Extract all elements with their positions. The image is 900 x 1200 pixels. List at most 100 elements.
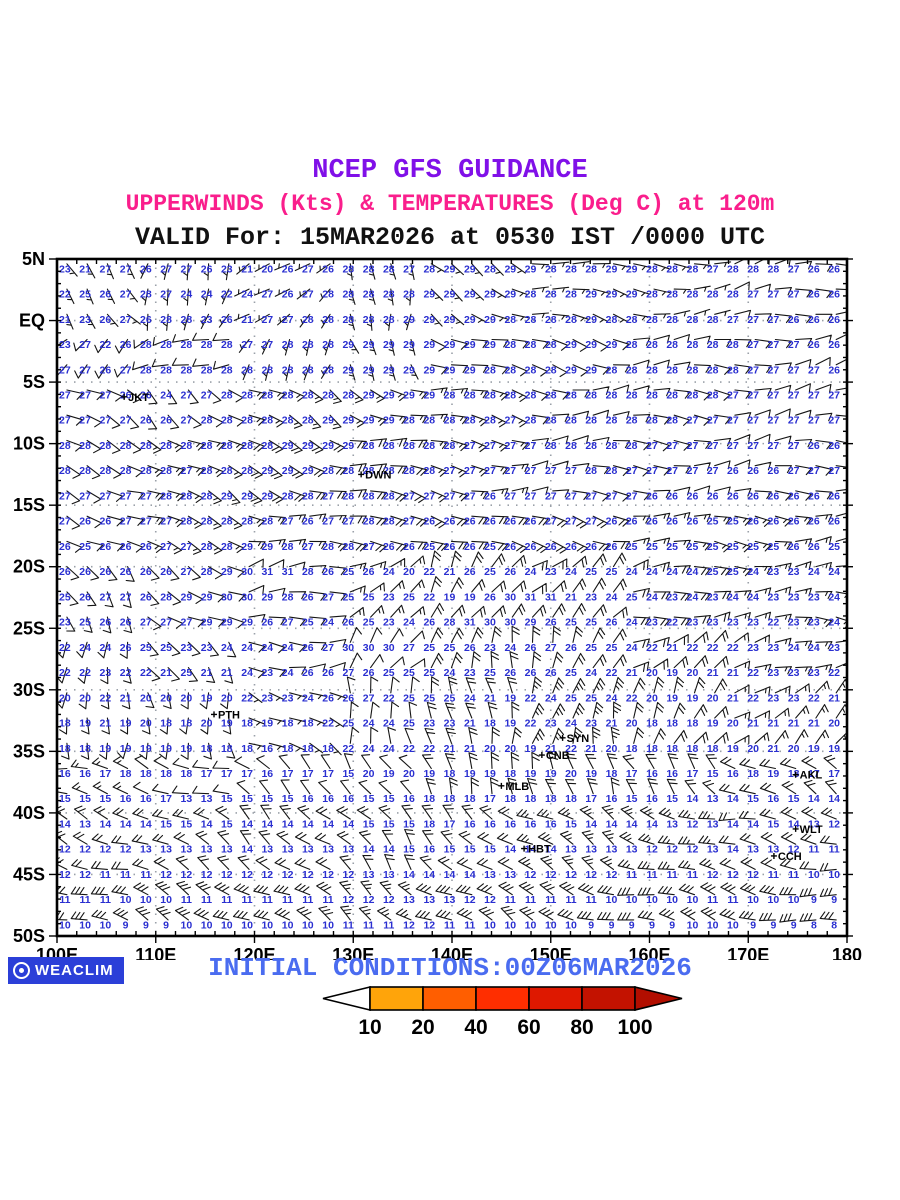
svg-text:31: 31 <box>261 566 273 578</box>
svg-text:28: 28 <box>363 465 375 477</box>
svg-text:11: 11 <box>383 919 394 931</box>
svg-text:180: 180 <box>832 945 862 960</box>
svg-text:27: 27 <box>808 364 820 376</box>
svg-text:28: 28 <box>241 415 253 427</box>
svg-text:11: 11 <box>788 869 799 881</box>
svg-text:24: 24 <box>565 566 577 578</box>
svg-text:28: 28 <box>423 440 435 452</box>
svg-text:12: 12 <box>342 869 354 881</box>
svg-text:24: 24 <box>302 692 314 704</box>
svg-text:10: 10 <box>666 894 678 906</box>
svg-text:28: 28 <box>403 440 415 452</box>
svg-text:21: 21 <box>768 743 780 755</box>
svg-text:28: 28 <box>160 490 172 502</box>
svg-text:13: 13 <box>302 844 314 856</box>
svg-text:27: 27 <box>120 490 132 502</box>
svg-text:170E: 170E <box>727 945 769 960</box>
svg-text:PTH: PTH <box>218 709 240 721</box>
svg-text:27: 27 <box>504 465 516 477</box>
svg-text:16: 16 <box>504 819 516 831</box>
svg-text:19: 19 <box>666 692 678 704</box>
svg-text:26: 26 <box>140 415 152 427</box>
svg-text:28: 28 <box>545 339 557 351</box>
svg-text:13: 13 <box>707 844 719 856</box>
svg-text:22: 22 <box>221 289 233 301</box>
svg-text:30: 30 <box>504 617 516 629</box>
svg-text:20: 20 <box>606 743 618 755</box>
svg-text:26: 26 <box>79 591 91 603</box>
svg-text:25: 25 <box>585 617 597 629</box>
svg-text:26: 26 <box>808 289 820 301</box>
svg-text:27: 27 <box>181 263 193 275</box>
svg-text:11: 11 <box>242 894 253 906</box>
svg-text:10: 10 <box>545 919 557 931</box>
svg-text:22: 22 <box>646 642 658 654</box>
svg-text:23: 23 <box>383 591 395 603</box>
svg-text:40S: 40S <box>13 803 45 823</box>
svg-text:24: 24 <box>201 289 213 301</box>
svg-text:18: 18 <box>545 793 557 805</box>
svg-text:26: 26 <box>828 440 840 452</box>
svg-text:21: 21 <box>768 718 780 730</box>
svg-text:28: 28 <box>201 566 213 578</box>
svg-text:24: 24 <box>241 289 253 301</box>
svg-text:28: 28 <box>160 364 172 376</box>
svg-text:22: 22 <box>423 743 435 755</box>
svg-text:26: 26 <box>788 516 800 528</box>
svg-text:21: 21 <box>444 566 456 578</box>
svg-text:26: 26 <box>100 364 112 376</box>
svg-text:14: 14 <box>120 819 132 831</box>
svg-text:27: 27 <box>59 415 71 427</box>
svg-text:16: 16 <box>545 819 557 831</box>
svg-text:22: 22 <box>423 591 435 603</box>
svg-text:25: 25 <box>342 718 354 730</box>
svg-text:20: 20 <box>747 743 759 755</box>
svg-text:28: 28 <box>79 440 91 452</box>
svg-text:19: 19 <box>727 743 739 755</box>
svg-text:23: 23 <box>201 314 213 326</box>
svg-text:25: 25 <box>79 289 91 301</box>
svg-text:20: 20 <box>403 566 415 578</box>
svg-text:21: 21 <box>464 743 476 755</box>
svg-text:27: 27 <box>646 440 658 452</box>
svg-text:14: 14 <box>342 819 354 831</box>
svg-text:10: 10 <box>565 919 577 931</box>
svg-text:24: 24 <box>261 642 273 654</box>
svg-text:27: 27 <box>788 390 800 402</box>
svg-text:28: 28 <box>342 490 354 502</box>
svg-text:13: 13 <box>606 844 618 856</box>
svg-text:29: 29 <box>626 263 638 275</box>
svg-text:27: 27 <box>79 364 91 376</box>
svg-text:16: 16 <box>59 768 71 780</box>
svg-text:23: 23 <box>727 617 739 629</box>
svg-text:16: 16 <box>423 844 435 856</box>
svg-text:11: 11 <box>343 919 354 931</box>
svg-text:18: 18 <box>201 743 213 755</box>
svg-text:27: 27 <box>504 415 516 427</box>
svg-text:27: 27 <box>201 390 213 402</box>
svg-text:14: 14 <box>383 844 395 856</box>
svg-text:28: 28 <box>687 339 699 351</box>
svg-text:10: 10 <box>828 869 840 881</box>
svg-text:28: 28 <box>565 263 577 275</box>
svg-text:11: 11 <box>808 844 819 856</box>
svg-text:28: 28 <box>282 490 294 502</box>
svg-text:29: 29 <box>525 617 537 629</box>
svg-text:12: 12 <box>59 844 71 856</box>
svg-text:10: 10 <box>100 919 112 931</box>
svg-text:27: 27 <box>322 642 334 654</box>
svg-text:11: 11 <box>59 894 70 906</box>
svg-text:25: 25 <box>363 617 375 629</box>
svg-text:9: 9 <box>649 919 655 931</box>
svg-text:24: 24 <box>646 591 658 603</box>
svg-text:19: 19 <box>444 591 456 603</box>
svg-text:26: 26 <box>666 490 678 502</box>
svg-text:21: 21 <box>201 667 213 679</box>
svg-text:10: 10 <box>525 919 537 931</box>
svg-text:29: 29 <box>241 541 253 553</box>
svg-text:24: 24 <box>221 642 233 654</box>
svg-text:16: 16 <box>606 793 618 805</box>
svg-text:24: 24 <box>525 566 537 578</box>
svg-text:28: 28 <box>565 390 577 402</box>
svg-text:28: 28 <box>160 440 172 452</box>
